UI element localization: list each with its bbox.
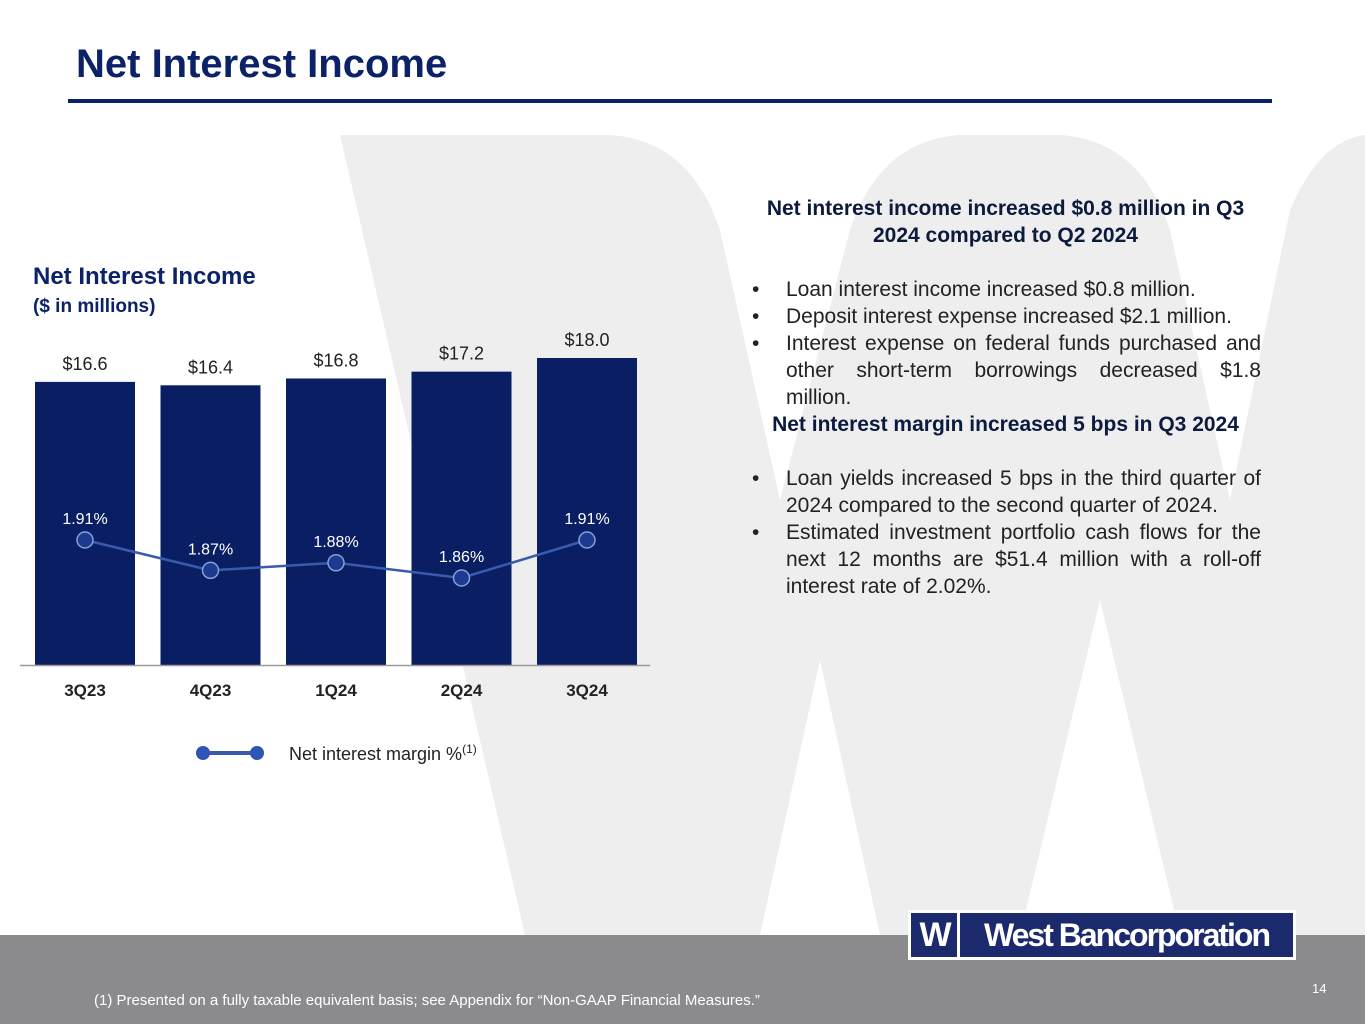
commentary-panel: Net interest income increased $0.8 milli… — [750, 195, 1261, 600]
bullet-item: Deposit interest expense increased $2.1 … — [750, 303, 1261, 330]
nim-value-label: 1.91% — [564, 511, 609, 528]
nim-point — [201, 561, 220, 580]
bullet-item: Loan yields increased 5 bps in the third… — [750, 465, 1261, 519]
nim-value-label: 1.91% — [62, 511, 107, 528]
chart-subtitle: ($ in millions) — [33, 296, 156, 317]
income-bullet-list: Loan interest income increased $0.8 mill… — [750, 276, 1261, 411]
bar-3Q23 — [35, 381, 135, 665]
bar-value-label: $17.2 — [439, 344, 484, 364]
nim-point — [578, 531, 596, 549]
x-tick-label: 3Q24 — [566, 681, 608, 700]
legend-series-name: Net interest margin % — [289, 743, 463, 764]
bar-3Q24 — [537, 358, 637, 665]
logo-text: West Bancorporation — [984, 916, 1271, 953]
panel-heading-income: Net interest income increased $0.8 milli… — [766, 197, 1245, 247]
chart-legend: Net interest margin %(1) — [195, 740, 477, 766]
title-rule — [68, 99, 1272, 103]
legend-footnote-ref: (1) — [462, 741, 477, 756]
bar-4Q23 — [160, 385, 261, 665]
x-tick-label: 2Q24 — [441, 681, 483, 700]
bullet-item: Estimated investment portfolio cash flow… — [750, 519, 1261, 600]
margin-bullet-list: Loan yields increased 5 bps in the third… — [750, 465, 1261, 600]
footnote: (1) Presented on a fully taxable equival… — [94, 992, 760, 1009]
panel-heading-margin: Net interest margin increased 5 bps in Q… — [772, 413, 1239, 436]
legend-label: Net interest margin %(1) — [289, 742, 477, 765]
bar-2Q24 — [411, 371, 512, 665]
bar-1Q24 — [286, 378, 386, 665]
bar-value-label: $18.0 — [564, 330, 609, 350]
nim-value-label: 1.88% — [313, 534, 358, 551]
x-tick-label: 3Q23 — [64, 681, 106, 700]
bar-value-label: $16.6 — [62, 354, 107, 374]
nim-value-label: 1.86% — [439, 549, 484, 566]
nim-point — [452, 569, 471, 587]
page-title: Net Interest Income — [76, 42, 448, 86]
nim-point — [327, 554, 345, 572]
chart-title: Net Interest Income — [33, 263, 256, 290]
page-number: 14 — [1312, 981, 1327, 996]
net-interest-income-chart: $16.6 $16.4 $16.8 $17.2 $18.0 3Q23 4Q23 1Q24 2Q2… — [20, 330, 650, 700]
bullet-item: Loan interest income increased $0.8 mill… — [750, 276, 1261, 303]
nim-point — [76, 531, 94, 549]
x-tick-label: 4Q23 — [190, 681, 232, 700]
legend-line-swatch — [196, 746, 264, 760]
x-tick-label: 1Q24 — [315, 681, 357, 700]
bullet-item: Interest expense on federal funds purcha… — [750, 330, 1261, 411]
bar-value-label: $16.4 — [188, 357, 233, 377]
bar-value-label: $16.8 — [313, 350, 358, 370]
logo-mark: W — [911, 913, 960, 957]
nim-value-label: 1.87% — [188, 541, 233, 558]
west-bancorporation-logo: W West Bancorporation — [908, 910, 1296, 960]
